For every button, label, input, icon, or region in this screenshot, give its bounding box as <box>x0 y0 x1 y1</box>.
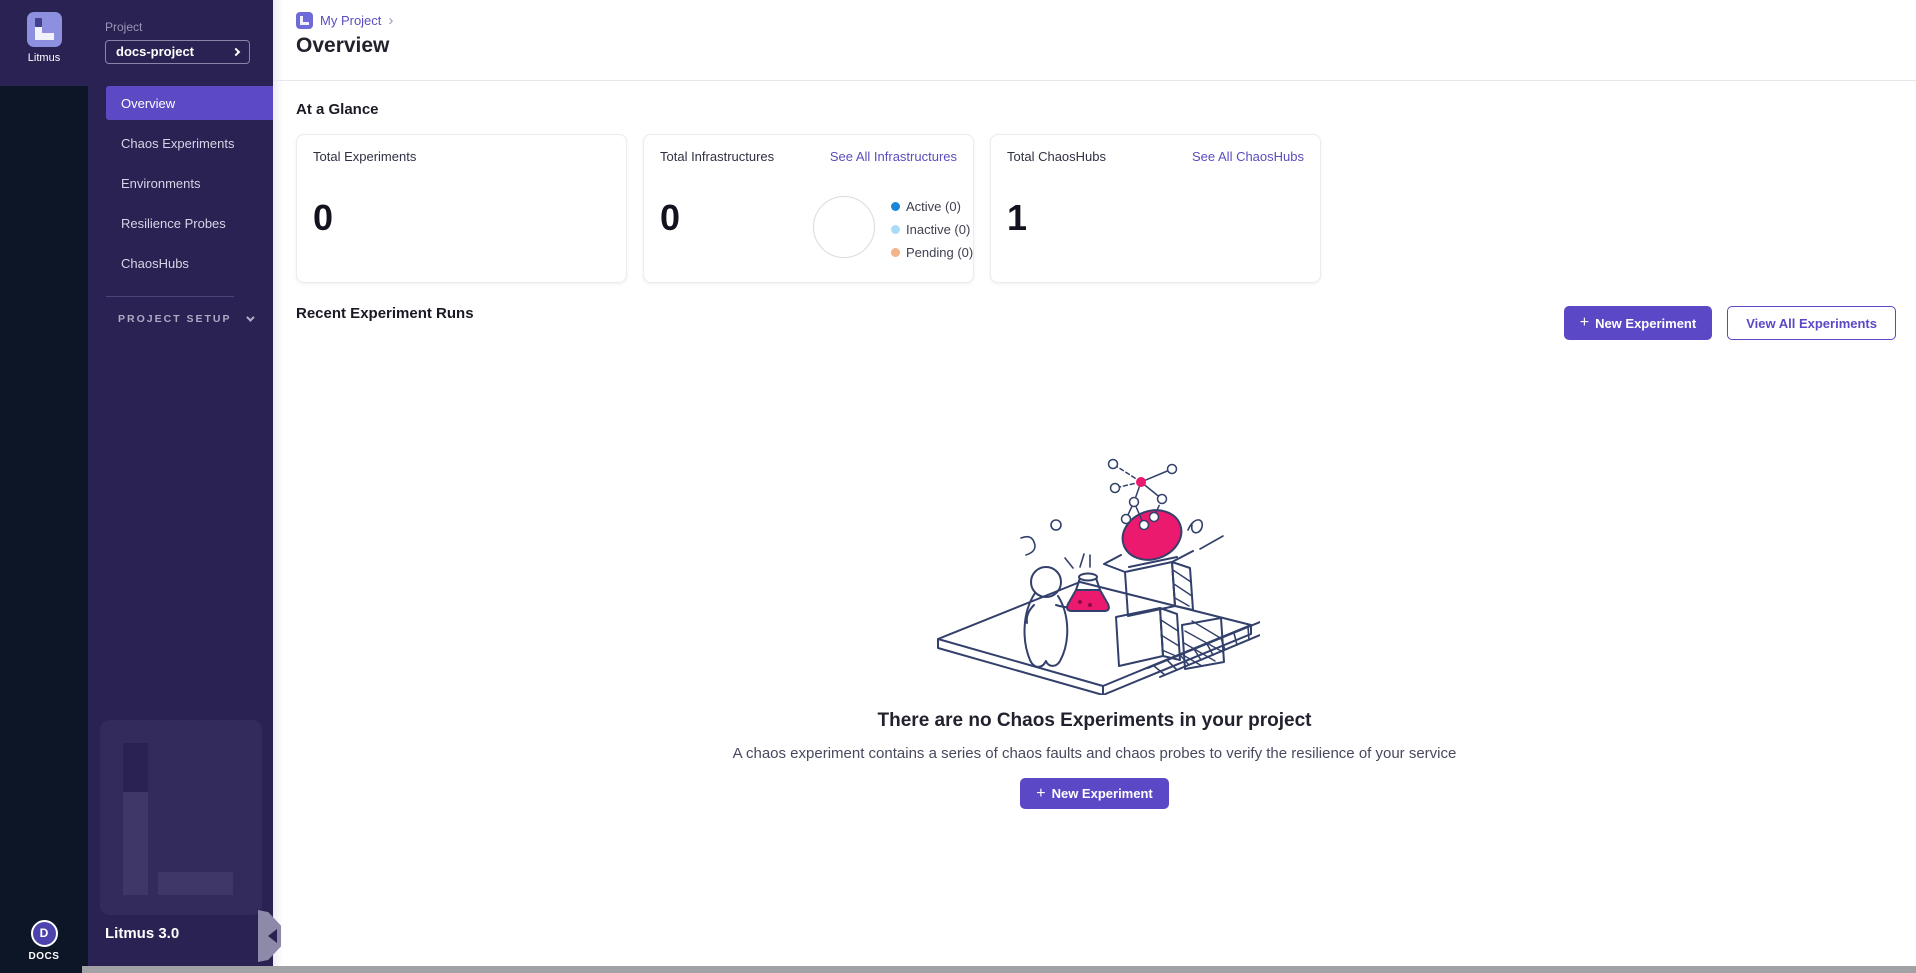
watermark-shape <box>123 792 148 895</box>
empty-state: There are no Chaos Experiments in your p… <box>273 455 1916 809</box>
legend-item-inactive: Inactive (0) <box>891 222 973 237</box>
legend-item-active: Active (0) <box>891 199 973 214</box>
docs-icon: D <box>30 920 58 947</box>
app-version: Litmus 3.0 <box>105 925 180 942</box>
empty-state-heading: There are no Chaos Experiments in your p… <box>877 710 1312 731</box>
sidebar-item-overview[interactable]: Overview <box>106 86 273 120</box>
watermark-shape <box>158 872 233 895</box>
main-content: My Project › Overview At a Glance Total … <box>273 0 1916 973</box>
docs-label: DOCS <box>28 951 60 962</box>
plus-icon: + <box>1036 784 1046 802</box>
breadcrumb: My Project › <box>296 12 393 29</box>
sidebar-collapse-button[interactable] <box>258 910 281 962</box>
page-title: Overview <box>296 34 390 57</box>
see-all-chaoshubs-link[interactable]: See All ChaosHubs <box>1191 149 1304 164</box>
litmus-logo-icon <box>26 12 62 47</box>
card-value: 0 <box>313 197 334 238</box>
new-experiment-button-empty-state[interactable]: + New Experiment <box>1020 778 1169 809</box>
rail-logo-block[interactable]: Litmus <box>0 0 88 86</box>
project-label: Project <box>105 20 143 34</box>
litmus-watermark <box>100 720 262 915</box>
sidebar-divider <box>106 296 234 297</box>
new-experiment-button[interactable]: + New Experiment <box>1563 306 1713 340</box>
glance-cards: Total Experiments 0 Total Infrastructure… <box>296 134 1321 283</box>
legend-label: Inactive (0) <box>906 222 971 237</box>
view-all-label: View All Experiments <box>1746 315 1877 331</box>
litmus-logo-label: Litmus <box>27 52 61 64</box>
chevron-right-icon <box>231 47 241 57</box>
breadcrumb-my-project[interactable]: My Project <box>320 13 382 28</box>
card-title: Total Infrastructures <box>660 149 775 164</box>
litmus-logo-vbar <box>34 27 42 40</box>
card-total-infrastructures: Total Infrastructures See All Infrastruc… <box>643 134 974 283</box>
chevron-down-icon <box>245 313 255 322</box>
sidebar-item-label: ChaosHubs <box>121 255 189 271</box>
litmus-logo-hbar <box>41 33 54 40</box>
legend-item-pending: Pending (0) <box>891 245 973 260</box>
see-all-infrastructures-link[interactable]: See All Infrastructures <box>829 149 957 164</box>
runs-actions: + New Experiment View All Experiments <box>1563 306 1896 340</box>
project-selector-value: docs-project <box>116 44 195 59</box>
header-divider <box>273 80 1916 81</box>
sidebar-item-label: Resilience Probes <box>121 215 226 231</box>
active-dot-icon <box>891 202 900 211</box>
project-selector[interactable]: docs-project <box>105 40 250 64</box>
sidebar-item-environments[interactable]: Environments <box>106 166 273 200</box>
app-rail: Litmus D DOCS <box>0 0 88 973</box>
empty-state-subtext: A chaos experiment contains a series of … <box>732 745 1457 762</box>
card-total-experiments: Total Experiments 0 <box>296 134 627 283</box>
breadcrumb-separator: › <box>388 12 394 29</box>
recent-runs-heading: Recent Experiment Runs <box>296 305 474 322</box>
legend-label: Active (0) <box>906 199 961 214</box>
card-total-chaoshubs: Total ChaosHubs See All ChaosHubs 1 <box>990 134 1321 283</box>
sidebar-item-chaos-experiments[interactable]: Chaos Experiments <box>106 126 273 160</box>
card-value: 0 <box>660 197 681 238</box>
project-setup-section[interactable]: PROJECT SETUP <box>88 313 273 325</box>
view-all-experiments-button[interactable]: View All Experiments <box>1727 306 1896 340</box>
breadcrumb-logo-icon <box>296 12 313 29</box>
card-title: Total ChaosHubs <box>1007 149 1106 164</box>
docs-button[interactable]: D DOCS <box>0 920 88 962</box>
inactive-dot-icon <box>891 225 900 234</box>
horizontal-scrollbar[interactable] <box>82 966 1916 973</box>
litmus-logo-tick <box>34 18 42 27</box>
watermark-shape <box>123 743 148 792</box>
project-setup-label: PROJECT SETUP <box>118 313 232 325</box>
triangle-left-icon <box>268 929 277 943</box>
sidebar-item-resilience-probes[interactable]: Resilience Probes <box>106 206 273 240</box>
sidebar-nav: Overview Chaos Experiments Environments … <box>88 86 273 280</box>
card-value: 1 <box>1007 197 1028 238</box>
sidebar-item-label: Environments <box>121 175 201 191</box>
sidebar-item-label: Overview <box>121 95 176 111</box>
empty-state-illustration <box>936 458 1261 696</box>
sidebar-item-label: Chaos Experiments <box>121 135 235 151</box>
infrastructure-legend: Active (0) Inactive (0) Pending (0) <box>891 199 973 260</box>
plus-icon: + <box>1579 314 1590 331</box>
sidebar-item-chaoshubs[interactable]: ChaosHubs <box>106 246 273 280</box>
new-experiment-label: New Experiment <box>1595 315 1697 331</box>
at-a-glance-heading: At a Glance <box>296 101 379 118</box>
project-sidebar: Project docs-project Overview Chaos Expe… <box>88 0 273 973</box>
new-experiment-label: New Experiment <box>1051 786 1153 801</box>
legend-label: Pending (0) <box>906 245 974 260</box>
infrastructure-donut-chart <box>813 196 875 258</box>
pending-dot-icon <box>891 248 900 257</box>
card-title: Total Experiments <box>313 149 417 164</box>
